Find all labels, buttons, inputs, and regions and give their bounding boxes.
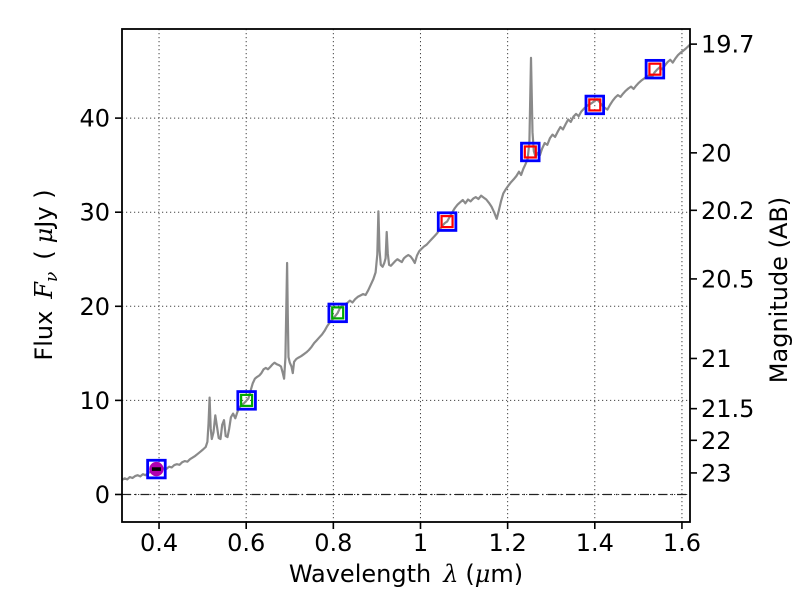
flux-word: Flux — [30, 310, 58, 361]
y-axis-label-right: Magnitude (AB) — [765, 197, 793, 383]
y-tick-label-right: 20.2 — [701, 197, 754, 225]
observed-point-dash — [151, 467, 161, 471]
y-tick-label-left: 0 — [95, 481, 110, 509]
y-tick-label-right: 20.5 — [701, 265, 754, 293]
y-axis-unit-close: Jy ) — [30, 189, 58, 228]
x-tick-label: 0.8 — [314, 529, 352, 557]
model-point-square — [331, 306, 345, 320]
y-tick-label-left: 20 — [79, 293, 110, 321]
nu-subscript: ν — [42, 271, 62, 283]
x-tick-label: 1.2 — [489, 529, 527, 557]
photometry-marker — [236, 390, 257, 411]
photometry-marker — [520, 141, 541, 163]
y-tick-label-right: 23 — [701, 459, 732, 487]
magnitude-label-text: Magnitude (AB) — [765, 196, 793, 384]
y-tick-label-left: 40 — [79, 105, 110, 133]
photometry-marker — [584, 94, 605, 116]
model-point-square — [440, 215, 454, 229]
x-axis-unit-close: m) — [490, 560, 524, 588]
y-tick-label-left: 10 — [79, 387, 110, 415]
y-tick-label-right: 21 — [701, 345, 732, 373]
photometry-outer-square — [644, 58, 666, 80]
y-tick-label-right: 19.7 — [701, 31, 754, 59]
y-tick-label-right: 22 — [701, 427, 732, 455]
x-tick-label: 1 — [413, 529, 428, 557]
x-tick-label: 1.6 — [663, 529, 701, 557]
flux-symbol: F — [30, 282, 58, 299]
x-axis-label: Wavelength λ (μm) — [122, 560, 690, 588]
lambda-symbol: λ — [443, 560, 459, 588]
y-axis-label-left: Flux Fν ( μJy ) — [30, 189, 62, 360]
y-tick-label-left: 30 — [79, 199, 110, 227]
mu-symbol: μ — [474, 560, 491, 588]
y-tick-label-right: 21.5 — [701, 395, 754, 423]
photometry-outer-square — [236, 390, 257, 411]
x-axis-unit-open: ( — [465, 560, 475, 588]
photometry-marker — [644, 58, 666, 80]
photometry-marker — [327, 302, 348, 324]
model-point-square — [523, 145, 537, 159]
mu-symbol-flux: μ — [30, 227, 58, 244]
photometry-outer-square — [146, 458, 167, 480]
x-tick-label: 0.6 — [227, 529, 265, 557]
model-point-square — [648, 62, 662, 76]
photometry-outer-square — [520, 141, 541, 163]
photometry-outer-square — [436, 211, 458, 232]
photometry-marker — [146, 458, 167, 480]
photometry-outer-square — [584, 94, 605, 116]
photometry-outer-square — [327, 302, 348, 324]
plot-border — [121, 28, 691, 523]
x-tick-label: 1.4 — [576, 529, 614, 557]
y-axis-unit-open: ( — [30, 250, 58, 260]
y-tick-label-right: 20 — [701, 139, 732, 167]
x-axis-label-word: Wavelength — [288, 560, 432, 588]
model-point-square — [240, 393, 254, 407]
spectrum-line — [122, 43, 690, 481]
x-tick-label: 0.4 — [140, 529, 178, 557]
photometry-marker — [436, 211, 458, 232]
model-point-square — [588, 98, 602, 112]
